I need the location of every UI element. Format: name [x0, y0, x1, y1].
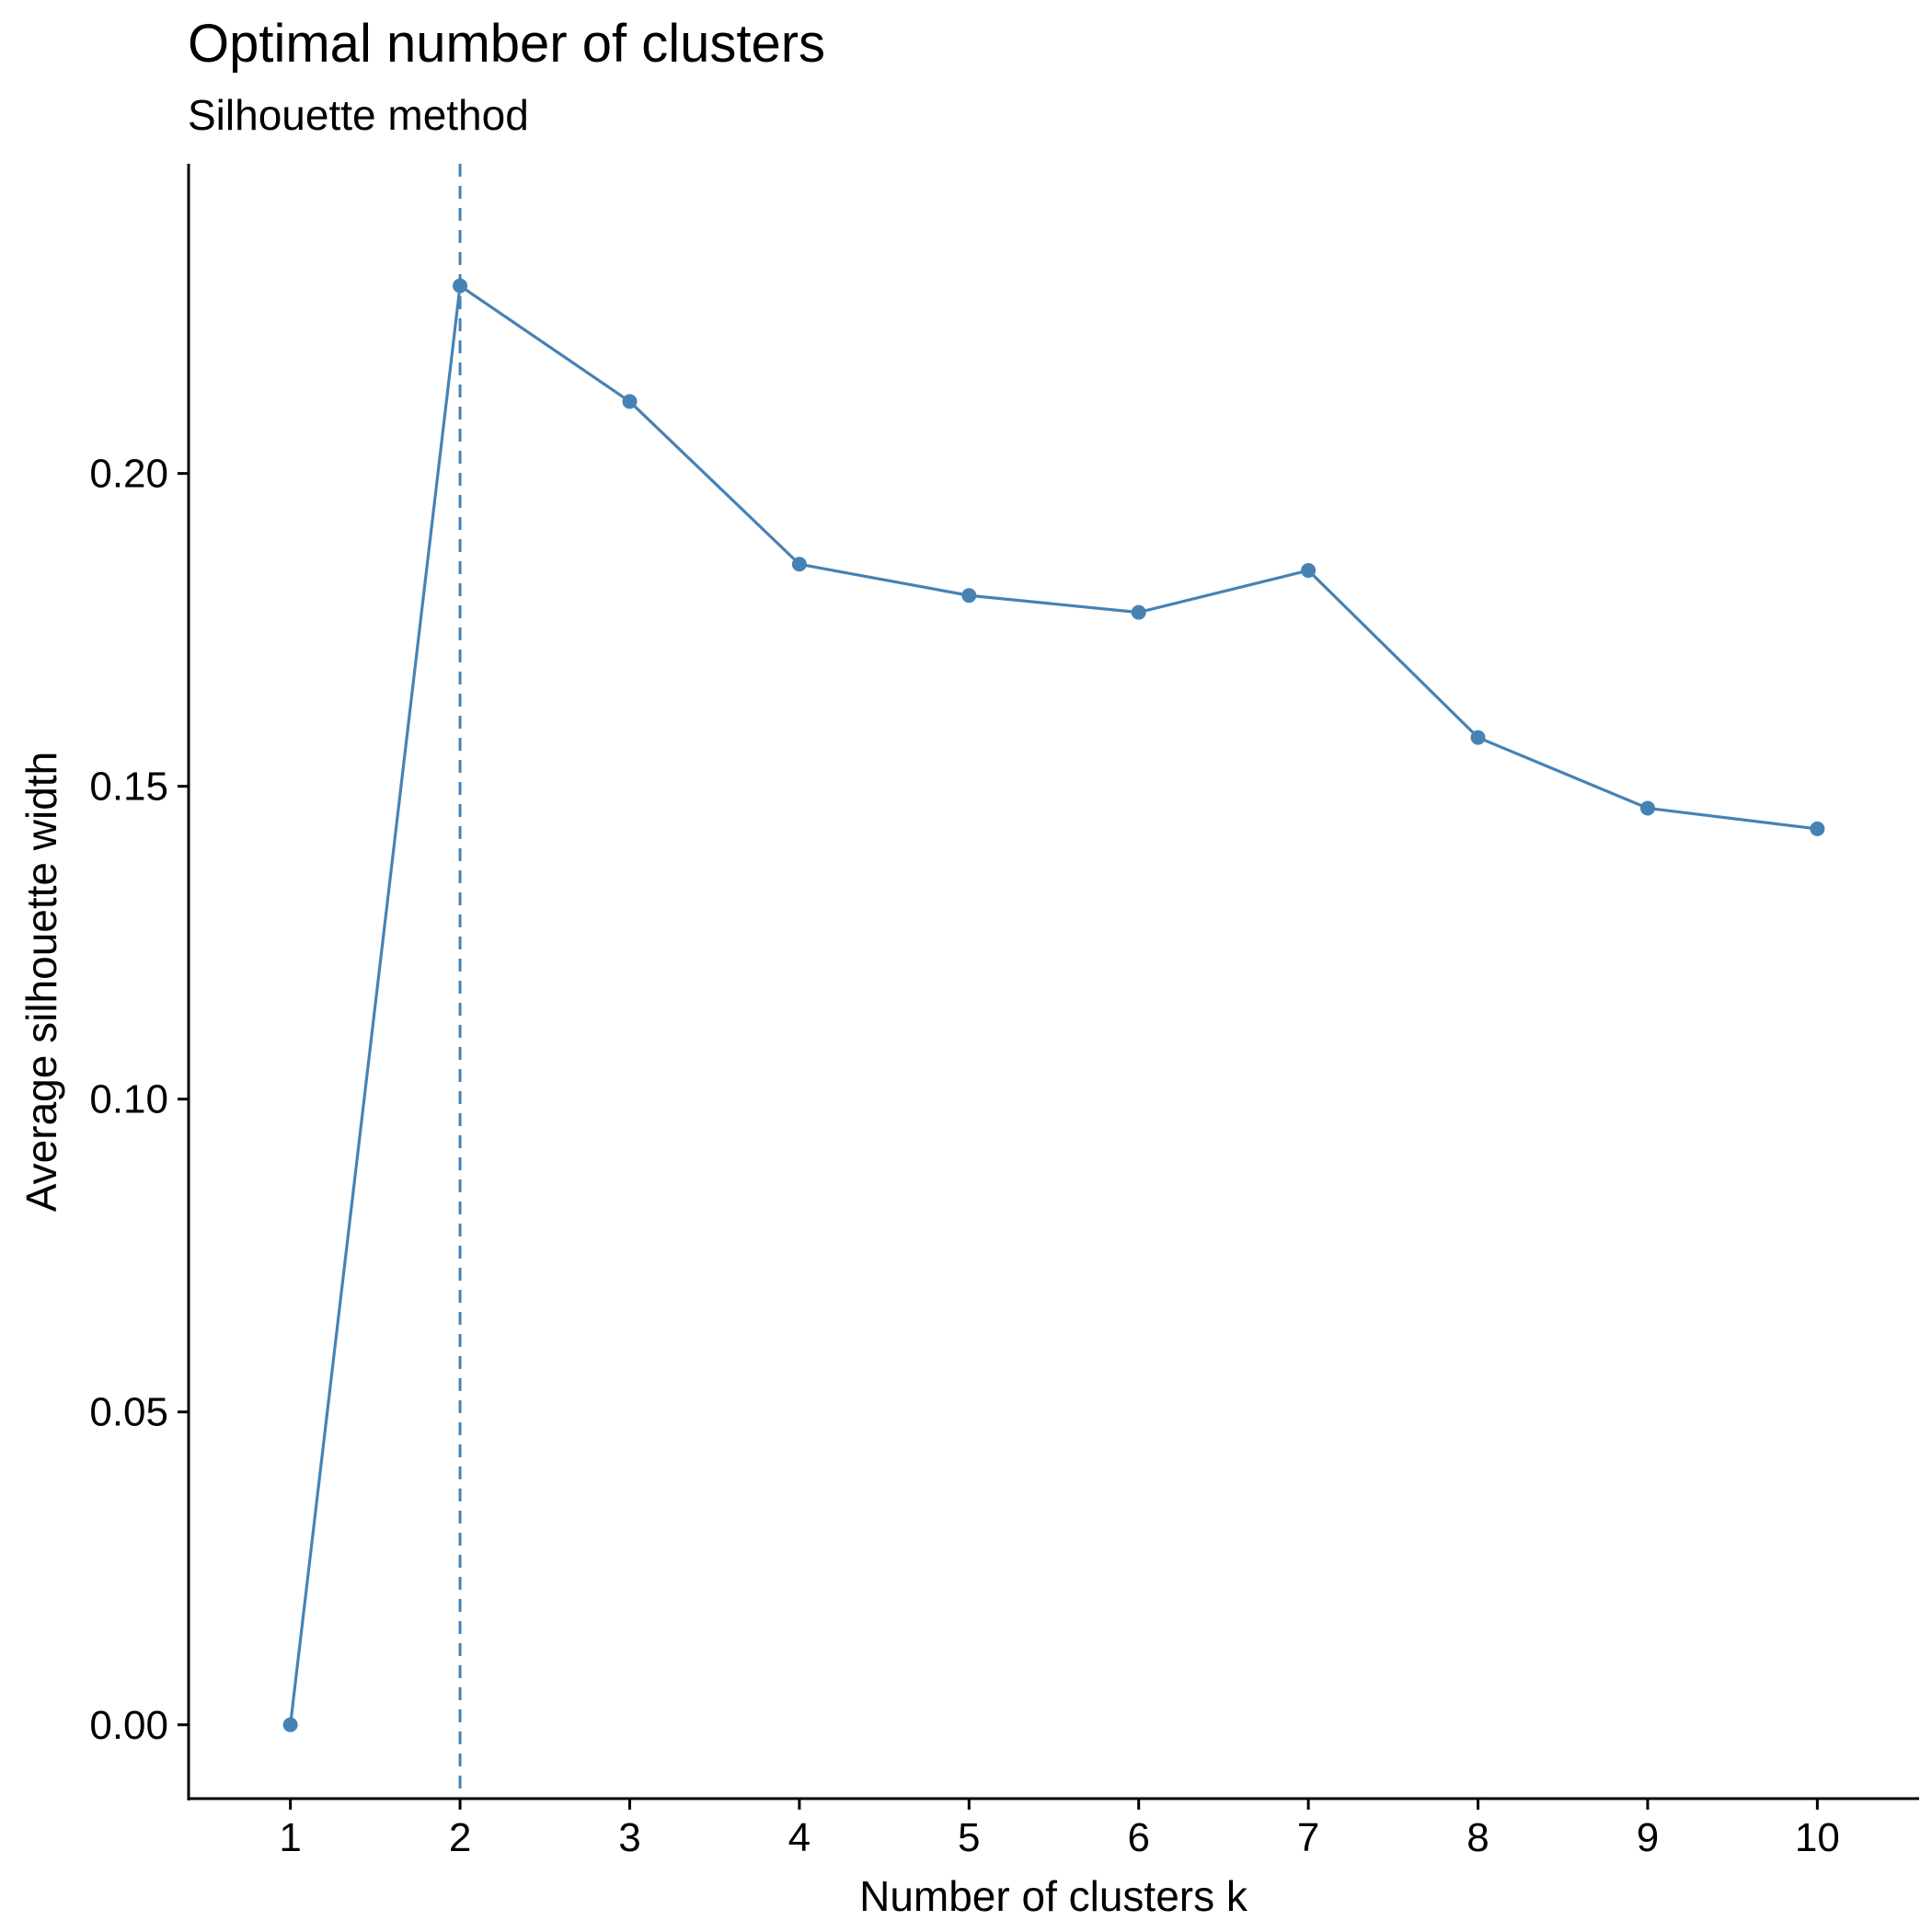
- x-axis-ticks: 1 2 3 4 5 6 7 8 9 10: [279, 1799, 1840, 1860]
- data-point: [961, 588, 977, 604]
- data-point: [1810, 821, 1825, 836]
- x-tick-label: 3: [618, 1815, 640, 1860]
- y-tick-label: 0.20: [89, 452, 168, 497]
- x-tick-label: 7: [1297, 1815, 1319, 1860]
- x-tick-label: 1: [279, 1815, 301, 1860]
- data-point: [791, 557, 807, 572]
- data-point: [1301, 563, 1317, 579]
- chart-title: Optimal number of clusters: [188, 14, 825, 74]
- x-tick-label: 6: [1127, 1815, 1149, 1860]
- data-point: [453, 278, 468, 293]
- data-point: [1131, 604, 1146, 620]
- y-axis-ticks: 0.00 0.05 0.10 0.15 0.20: [89, 452, 189, 1748]
- chart-subtitle: Silhouette method: [188, 91, 529, 139]
- x-tick-label: 4: [788, 1815, 811, 1860]
- x-tick-label: 10: [1795, 1815, 1840, 1860]
- y-tick-label: 0.10: [89, 1077, 168, 1122]
- y-tick-label: 0.05: [89, 1390, 168, 1435]
- x-tick-label: 9: [1637, 1815, 1659, 1860]
- data-point: [622, 394, 638, 409]
- x-axis-title: Number of clusters k: [859, 1872, 1248, 1920]
- series-line: [289, 284, 1818, 1725]
- x-tick-label: 5: [958, 1815, 980, 1860]
- y-tick-label: 0.00: [89, 1703, 168, 1748]
- x-tick-label: 8: [1466, 1815, 1489, 1860]
- data-point: [282, 1717, 298, 1732]
- data-point: [1470, 730, 1486, 745]
- x-tick-label: 2: [449, 1815, 471, 1860]
- y-axis-title: Average silhouette width: [17, 752, 65, 1212]
- y-tick-label: 0.15: [89, 765, 168, 810]
- data-point: [1639, 800, 1655, 816]
- plot-area: [282, 164, 1825, 1799]
